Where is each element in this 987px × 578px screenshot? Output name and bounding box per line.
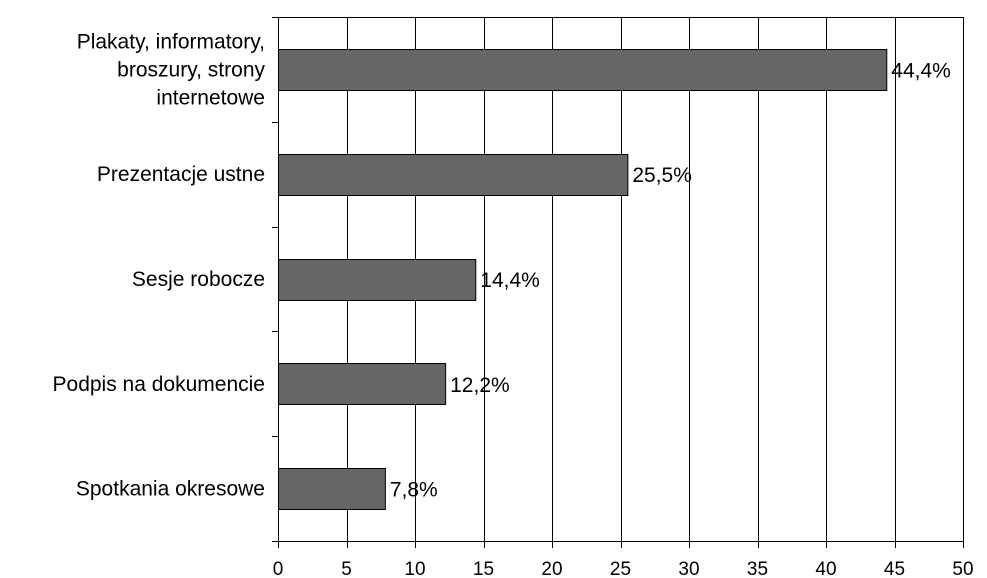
category-label: Spotkania okresowe [76,478,265,501]
bar [278,259,477,301]
bar [278,468,386,510]
category-label: Plakaty, informatory, [77,30,265,53]
data-label: 7,8% [390,479,438,502]
category-label: Prezentacje ustne [97,163,265,186]
x-tick-label: 30 [678,559,699,578]
bars [278,49,888,510]
x-tick-label: 45 [884,559,905,578]
data-labels: 44,4% 25,5% 14,4% 12,2% 7,8% [390,59,951,501]
bar [278,363,447,405]
x-tick-label: 15 [473,559,494,578]
x-tick-label: 10 [404,559,425,578]
x-axis-ticks: 0 5 10 15 20 25 30 35 40 45 50 [273,541,974,578]
category-label: Sesje robocze [132,268,265,291]
data-label: 44,4% [891,59,951,82]
data-label: 12,2% [450,374,510,397]
x-tick-label: 25 [610,559,631,578]
x-tick-label: 50 [952,559,973,578]
category-label: broszury, strony [117,58,265,81]
data-label: 14,4% [480,269,540,292]
x-tick-label: 35 [747,559,768,578]
grid-lines [347,17,896,541]
category-label: internetowe [156,86,265,109]
x-tick-label: 0 [273,559,284,578]
category-labels: Plakaty, informatory, broszury, strony int… [53,30,266,500]
category-label: Podpis na dokumencie [53,373,265,396]
x-tick-label: 5 [341,559,352,578]
x-tick-label: 40 [815,559,836,578]
data-label: 25,5% [632,164,692,187]
bar [278,49,888,91]
x-tick-label: 20 [541,559,562,578]
bar [278,154,629,196]
